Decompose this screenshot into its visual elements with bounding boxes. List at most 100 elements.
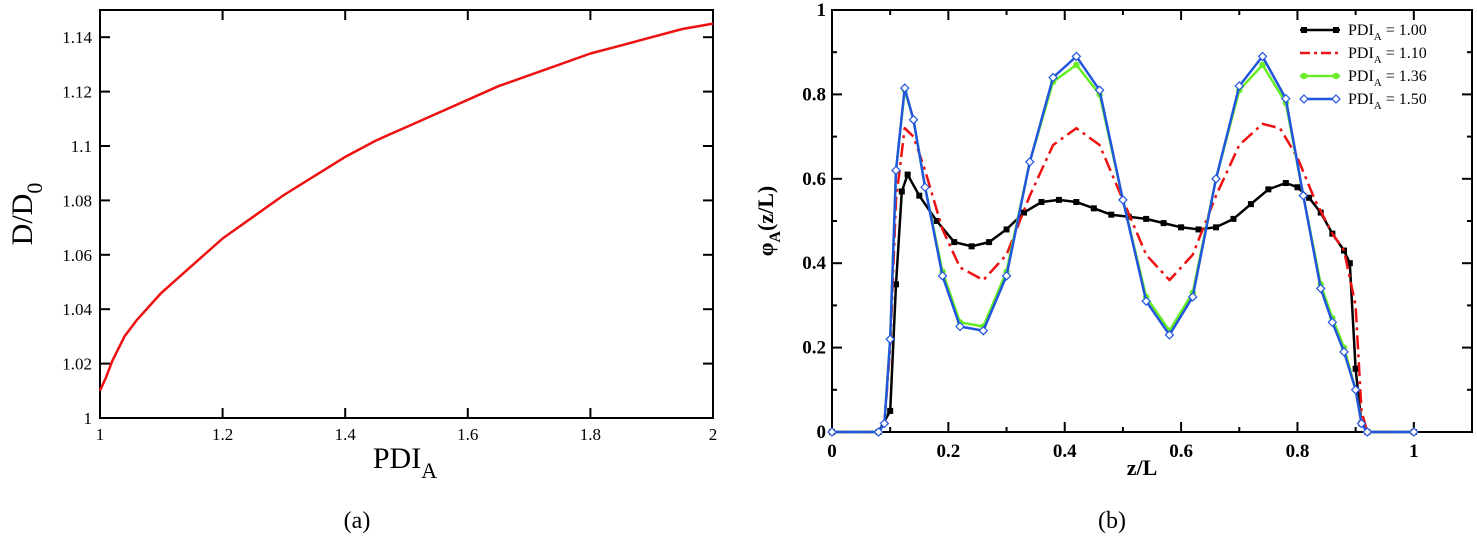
series-0-point — [1073, 199, 1080, 206]
series-3-point — [978, 325, 989, 336]
y-tick-label: 1 — [84, 409, 93, 428]
y-tick-label: 0.4 — [802, 253, 826, 274]
x-tick-label: 0.2 — [936, 441, 960, 462]
series-0-point — [1003, 226, 1010, 233]
legend-marker-0 — [1301, 27, 1307, 33]
series-0-point — [1055, 196, 1062, 203]
series-3-point — [908, 114, 919, 125]
y-tick-label: 1.08 — [62, 191, 92, 210]
y-tick-label: 0 — [817, 422, 827, 443]
chart-b-marks: 0 0.2 0.4 0.6 0.8 1 0 0.2 0.4 0.6 0.8 1 — [802, 0, 1472, 462]
series-0-point — [968, 243, 975, 250]
series-0-point — [1282, 180, 1289, 187]
series-3-point — [1141, 296, 1152, 307]
y-axis-title-b: φA(z/L) — [753, 186, 784, 257]
series-0-point — [1021, 209, 1027, 216]
series-0-point — [1346, 260, 1353, 267]
y-tick-label: 1.02 — [62, 355, 92, 374]
series-3-point — [1187, 292, 1198, 302]
x-tick-label: 1 — [96, 425, 105, 444]
series-3-point — [920, 182, 930, 193]
series-0-point — [1230, 215, 1237, 222]
y-tick-label: 0.2 — [802, 338, 826, 359]
x-tick-label: 1 — [1409, 441, 1419, 462]
series-3-point — [885, 334, 896, 345]
x-tick-label: 0 — [827, 441, 837, 462]
legend-marker-3 — [1331, 94, 1341, 104]
series-2-point — [1259, 61, 1266, 69]
y-tick-label: 1.06 — [62, 246, 92, 265]
x-tick-label: 1.4 — [335, 425, 357, 444]
series-3-point — [1001, 271, 1012, 281]
series-3-point — [1118, 195, 1128, 205]
series-2-point — [1073, 61, 1080, 69]
series-0-point — [1143, 215, 1150, 222]
series-0-point — [1178, 224, 1185, 231]
legend-label-0: PDIA = 1.00 — [1348, 22, 1427, 43]
legend-marker-0 — [1333, 27, 1339, 33]
x-tick-label: 1.2 — [212, 425, 233, 444]
series-line-0 — [98, 22, 714, 392]
y-tick-label: 1.14 — [62, 28, 92, 47]
legend-marker-2 — [1332, 72, 1340, 80]
caption-a: (a) — [344, 508, 371, 534]
series-3-point — [1164, 330, 1175, 340]
chart-a-marks: 1 1.2 1.4 1.6 1.8 2 1 1.02 1.04 1.06 1.08 1.1 1.12 1.… — [62, 10, 717, 444]
series-line-2 — [832, 63, 1414, 434]
y-axis-title-a: D/D0 — [6, 183, 47, 246]
series-3-point — [1234, 81, 1245, 91]
series-3-point — [1094, 85, 1105, 96]
series-3-point — [891, 165, 901, 176]
series-3-point — [1362, 427, 1373, 437]
series-3-point — [899, 83, 910, 93]
series-0-point — [1306, 194, 1313, 201]
series-0-point — [1195, 226, 1202, 233]
chart-panel-b: 0 0.2 0.4 0.6 0.8 1 0 0.2 0.4 0.6 0.8 1 z/L φA(z/L)… — [753, 0, 1473, 534]
y-tick-label: 1 — [817, 0, 827, 21]
series-0-point — [1038, 199, 1045, 206]
legend-label-2: PDIA = 1.36 — [1348, 68, 1427, 89]
series-0-point — [933, 218, 940, 224]
series-3-point — [1339, 346, 1349, 357]
caption-b: (b) — [1098, 508, 1126, 534]
x-tick-label: 0.4 — [1053, 441, 1077, 462]
x-tick-label: 1.6 — [457, 425, 478, 444]
series-0-point — [951, 239, 958, 246]
series-0-point — [1265, 186, 1272, 193]
series-3-point — [1257, 51, 1268, 62]
series-0-point — [1108, 211, 1115, 218]
series-3-point — [1048, 72, 1058, 83]
x-axis-title-a: PDIA — [373, 442, 437, 483]
series-0-point — [916, 192, 923, 199]
legend-marker-2 — [1300, 72, 1308, 80]
series-3-point — [879, 418, 890, 429]
series-0-point — [1294, 184, 1301, 191]
series-0-point — [1213, 224, 1219, 231]
x-axis-title-b: z/L — [1127, 455, 1158, 480]
series-3-point — [1408, 427, 1419, 437]
series-0-point — [986, 239, 993, 246]
series-0-point — [1341, 247, 1347, 254]
series-0-point — [904, 171, 911, 178]
y-tick-label: 1.1 — [71, 137, 92, 156]
y-tick-label: 0.8 — [802, 84, 826, 105]
series-3-point — [1211, 173, 1221, 184]
y-tick-label: 1.12 — [62, 83, 92, 102]
series-3-point — [1350, 384, 1361, 395]
series-3-point — [1071, 51, 1082, 62]
series-3-point — [873, 427, 884, 437]
series-3-point — [1298, 190, 1309, 201]
x-tick-label: 0.8 — [1286, 441, 1310, 462]
series-3-point — [1356, 418, 1367, 429]
series-0-point — [898, 188, 905, 195]
series-0-point — [1247, 201, 1254, 208]
series-0-point — [893, 281, 899, 288]
series-3-point — [1024, 157, 1035, 167]
series-0-point — [1160, 220, 1167, 227]
series-3-point — [955, 321, 965, 332]
chart-panel-a: 1 1.2 1.4 1.6 1.8 2 1 1.02 1.04 1.06 1.08 1.1 1.12 1.… — [6, 9, 717, 534]
series-line-1 — [832, 122, 1414, 434]
series-3-point — [1327, 317, 1338, 328]
